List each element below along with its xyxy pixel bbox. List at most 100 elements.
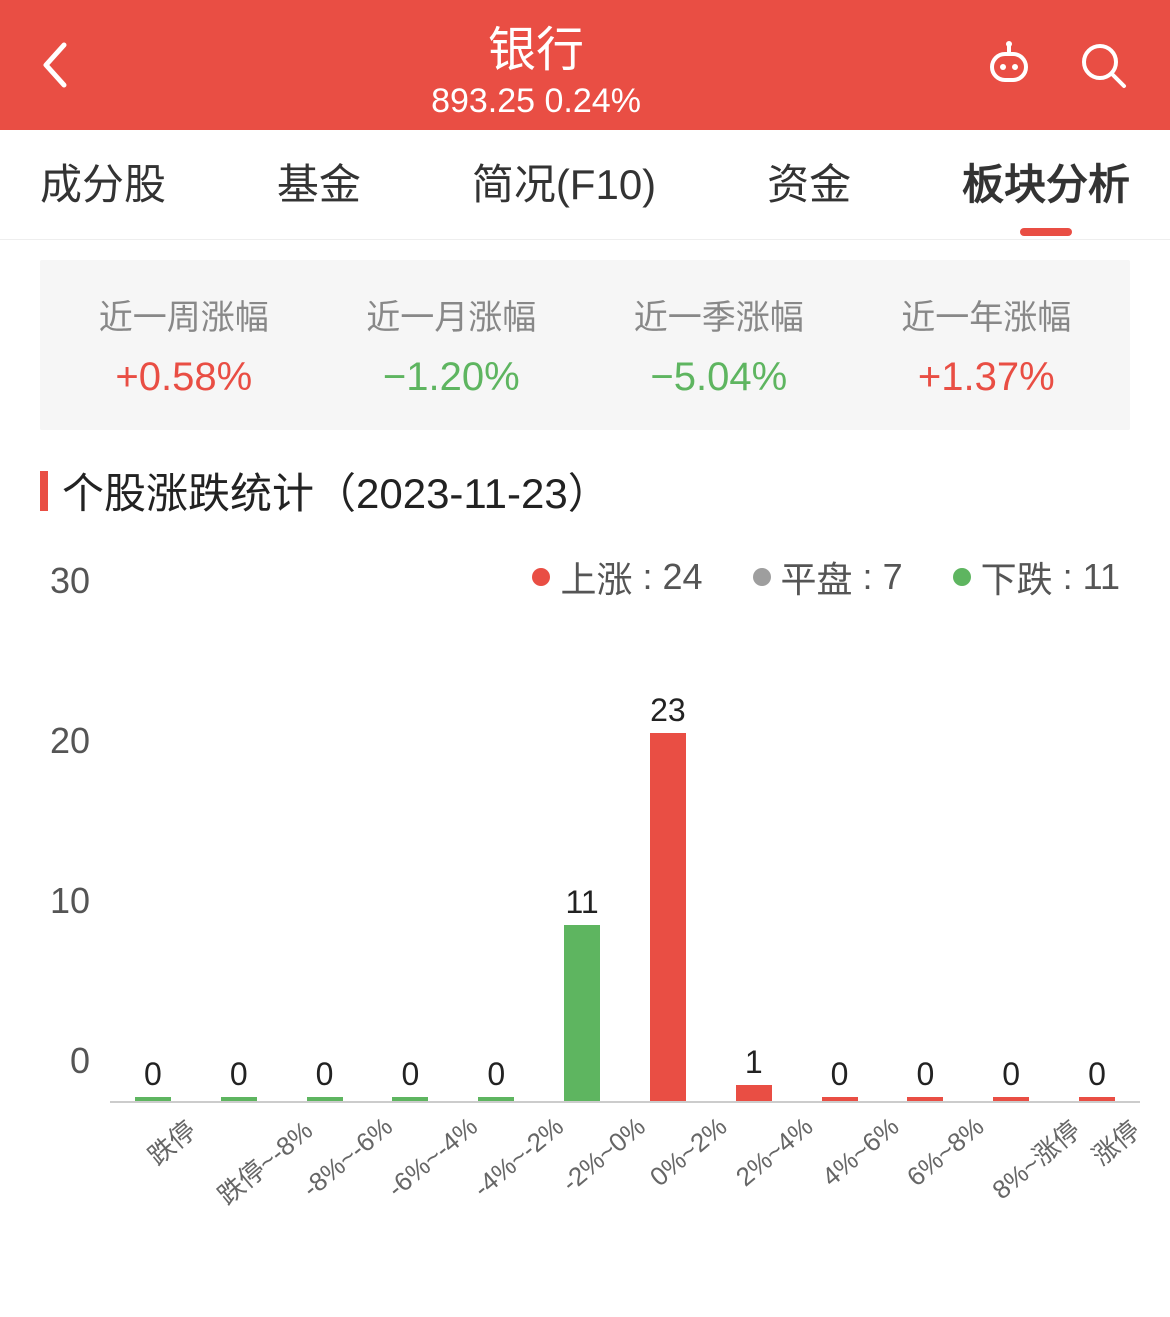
stat-value: −1.20% xyxy=(318,355,586,400)
robot-icon xyxy=(982,38,1036,92)
legend-down: 下跌: 11 xyxy=(953,551,1120,603)
bar xyxy=(736,1085,772,1101)
x-axis-labels: 跌停跌停~-8%-8%~-6%-6%~-4%-4%~-2%-2%~0%0%~2%… xyxy=(110,1103,1140,1183)
legend-down-value: 11 xyxy=(1083,556,1120,598)
search-icon xyxy=(1076,38,1130,92)
header-title: 银行 xyxy=(90,10,982,80)
bar-value: 0 xyxy=(1002,1056,1020,1093)
x-label-col: 2%~4% xyxy=(711,1103,797,1183)
stat-value: +1.37% xyxy=(853,355,1121,400)
bar-value: 1 xyxy=(745,1044,763,1081)
bar-value: 23 xyxy=(650,692,686,729)
header-subtitle: 893.25 0.24% xyxy=(90,82,982,121)
legend-up-value: 24 xyxy=(662,556,702,598)
bar-value: 0 xyxy=(402,1056,420,1093)
header-actions xyxy=(982,38,1130,92)
header-price: 893.25 xyxy=(431,82,535,120)
stat-col-2: 近一季涨幅−5.04% xyxy=(585,290,853,400)
bar xyxy=(135,1097,171,1101)
bar-value: 0 xyxy=(916,1056,934,1093)
x-label-col: 4%~6% xyxy=(797,1103,883,1183)
bar xyxy=(650,733,686,1101)
legend-dot-up xyxy=(532,568,550,586)
stat-label: 近一年涨幅 xyxy=(853,290,1121,339)
stat-label: 近一月涨幅 xyxy=(318,290,586,339)
stat-col-3: 近一年涨幅 +1.37% xyxy=(853,290,1121,400)
bar-col: 0 xyxy=(453,623,539,1101)
bars-container: 00000112310000 xyxy=(110,623,1140,1101)
x-label-col: 跌停 xyxy=(110,1103,196,1183)
legend-flat: 平盘: 7 xyxy=(753,551,903,603)
bar xyxy=(822,1097,858,1101)
x-label-col: -2%~0% xyxy=(539,1103,625,1183)
bar-col: 23 xyxy=(625,623,711,1101)
x-label-col: 6%~8% xyxy=(882,1103,968,1183)
header-change: 0.24% xyxy=(545,82,641,120)
y-tick: 0 xyxy=(70,1040,90,1082)
bar-col: 0 xyxy=(797,623,883,1101)
legend-up: 上涨: 24 xyxy=(532,551,702,603)
x-label-col: 跌停~-8% xyxy=(196,1103,282,1183)
stat-label: 近一季涨幅 xyxy=(585,290,853,339)
x-label-col: 0%~2% xyxy=(625,1103,711,1183)
bar-col: 0 xyxy=(282,623,368,1101)
tab-3[interactable]: 资金 xyxy=(767,151,851,218)
chevron-left-icon xyxy=(40,41,68,89)
bar xyxy=(1079,1097,1115,1101)
robot-button[interactable] xyxy=(982,38,1036,92)
section-title: 个股涨跌统计（2023-11-23） xyxy=(40,460,1130,521)
legend-down-label: 下跌 xyxy=(981,551,1053,603)
bar-value: 0 xyxy=(1088,1056,1106,1093)
bar-value: 0 xyxy=(230,1056,248,1093)
x-label-col: -4%~-2% xyxy=(453,1103,539,1183)
bar xyxy=(392,1097,428,1101)
bar-col: 0 xyxy=(367,623,453,1101)
tab-0[interactable]: 成分股 xyxy=(40,151,166,218)
bar xyxy=(478,1097,514,1101)
bar-col: 0 xyxy=(1054,623,1140,1101)
back-button[interactable] xyxy=(40,41,90,89)
app-header: 银行 893.25 0.24% xyxy=(0,0,1170,130)
tab-4[interactable]: 板块分析 xyxy=(962,151,1130,218)
x-label: 涨停 xyxy=(1083,1111,1147,1173)
x-label-col: 涨停 xyxy=(1054,1103,1140,1183)
bar xyxy=(907,1097,943,1101)
period-stats-panel: 近一周涨幅 +0.58%近一月涨幅 −1.20%近一季涨幅−5.04%近一年涨幅 +1… xyxy=(40,260,1130,430)
legend-dot-flat xyxy=(753,568,771,586)
bar-col: 11 xyxy=(539,623,625,1101)
bar-value: 11 xyxy=(565,884,598,921)
legend-flat-value: 7 xyxy=(883,556,903,598)
y-tick: 30 xyxy=(50,560,90,602)
bar xyxy=(221,1097,257,1101)
bar-col: 0 xyxy=(110,623,196,1101)
x-label: 跌停 xyxy=(139,1111,203,1173)
section-title-text: 个股涨跌统计（2023-11-23） xyxy=(62,460,610,521)
bar-col: 0 xyxy=(968,623,1054,1101)
tab-bar: 成分股 基金 简况(F10) 资金 板块分析 xyxy=(0,130,1170,240)
bar-col: 1 xyxy=(711,623,797,1101)
x-label-col: -8%~-6% xyxy=(282,1103,368,1183)
chart-legend: 上涨: 24 平盘: 7 下跌: 11 xyxy=(0,531,1170,613)
bar-col: 0 xyxy=(882,623,968,1101)
y-axis: 0102030 xyxy=(30,623,100,1103)
tab-2[interactable]: 简况(F10) xyxy=(472,151,656,218)
y-tick: 10 xyxy=(50,880,90,922)
header-title-block: 银行 893.25 0.24% xyxy=(90,10,982,121)
legend-flat-label: 平盘 xyxy=(781,551,853,603)
bar xyxy=(564,925,600,1101)
x-label-col: 8%~涨停 xyxy=(968,1103,1054,1183)
stat-col-0: 近一周涨幅 +0.58% xyxy=(50,290,318,400)
legend-up-label: 上涨 xyxy=(560,551,632,603)
legend-dot-down xyxy=(953,568,971,586)
search-button[interactable] xyxy=(1076,38,1130,92)
y-tick: 20 xyxy=(50,720,90,762)
distribution-chart: 0102030 00000112310000 跌停跌停~-8%-8%~-6%-6… xyxy=(30,623,1150,1183)
x-label-col: -6%~-4% xyxy=(367,1103,453,1183)
bar xyxy=(307,1097,343,1101)
bar-value: 0 xyxy=(831,1056,849,1093)
stat-value: +0.58% xyxy=(50,355,318,400)
tab-1[interactable]: 基金 xyxy=(277,151,361,218)
bar-value: 0 xyxy=(144,1056,162,1093)
bar xyxy=(993,1097,1029,1101)
stat-label: 近一周涨幅 xyxy=(50,290,318,339)
